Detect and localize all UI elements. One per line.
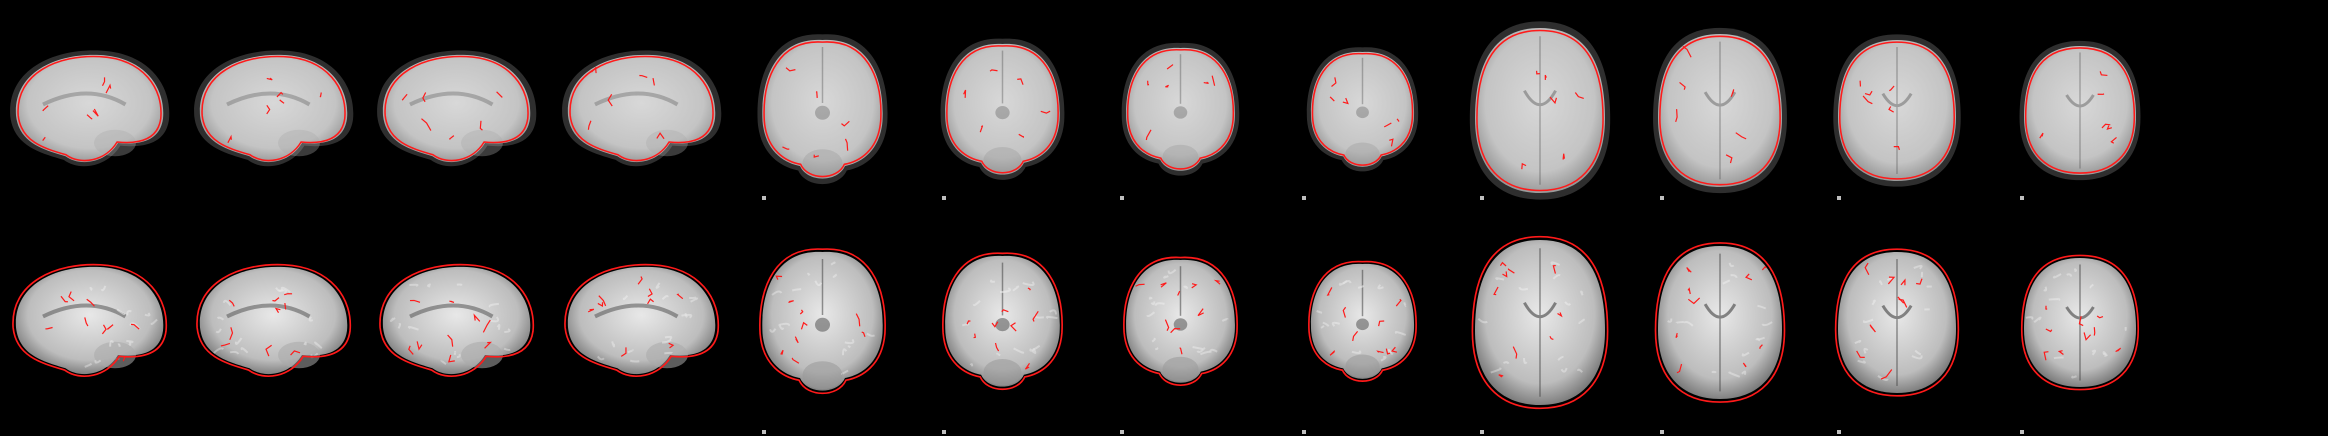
red-contour-overlay — [1654, 241, 1786, 403]
red-contour-overlay — [1307, 260, 1417, 382]
red-contour-overlay — [1471, 235, 1609, 409]
red-contour-overlay — [1834, 247, 1960, 397]
slice-marker — [1480, 430, 1484, 434]
brain-tissue — [1310, 51, 1414, 167]
functional-epi-row-sagittal-slice-3 — [377, 50, 537, 167]
slice-marker — [1120, 196, 1124, 200]
slice-marker — [762, 196, 766, 200]
functional-epi-row-coronal-slice-5 — [756, 34, 888, 185]
brain-tissue — [199, 266, 348, 375]
slice-marker — [1302, 196, 1306, 200]
red-contour-overlay — [945, 45, 1059, 174]
template-anatomy-row-coronal-slice-8 — [1307, 260, 1417, 382]
red-contour-overlay — [758, 248, 886, 395]
template-anatomy-row-sagittal-slice-2 — [196, 263, 352, 377]
red-contour-overlay — [379, 263, 535, 377]
red-contour-overlay — [2020, 254, 2140, 390]
brain-tissue — [2024, 45, 2136, 175]
functional-epi-row-coronal-slice-8 — [1306, 47, 1418, 172]
red-contour-overlay — [1838, 40, 1956, 180]
red-contour-overlay — [1126, 49, 1234, 170]
red-contour-overlay — [201, 55, 346, 162]
template-anatomy-row-coronal-slice-6 — [941, 252, 1063, 390]
brain-tissue — [761, 39, 883, 179]
slice-marker — [1302, 430, 1306, 434]
slice-marker — [2020, 196, 2024, 200]
brain-tissue — [1125, 47, 1235, 171]
red-contour-overlay — [564, 263, 720, 377]
red-contour-overlay — [1659, 35, 1781, 185]
red-contour-overlay — [1476, 29, 1604, 191]
slice-marker — [1660, 196, 1664, 200]
functional-epi-row-coronal-slice-7 — [1121, 42, 1239, 176]
red-contour-overlay — [17, 55, 162, 162]
brain-tissue — [382, 266, 531, 375]
functional-epi-row-coronal-slice-6 — [940, 38, 1064, 180]
slice-marker — [1837, 430, 1841, 434]
red-contour-overlay — [569, 55, 714, 162]
brain-tissue — [1658, 33, 1782, 187]
red-contour-overlay — [1122, 256, 1238, 387]
slice-marker — [942, 430, 946, 434]
brain-tissue — [944, 43, 1060, 175]
red-contour-overlay — [1311, 52, 1413, 166]
brain-tissue — [15, 54, 164, 163]
template-anatomy-row-coronal-slice-5 — [758, 248, 886, 395]
brain-tissue — [382, 54, 531, 163]
brain-tissue — [1475, 27, 1605, 193]
template-anatomy-row-axial-slice-9 — [1471, 235, 1609, 409]
slice-marker — [762, 430, 766, 434]
functional-epi-row-sagittal-slice-1 — [10, 50, 170, 167]
brain-tissue — [1838, 39, 1956, 181]
slice-marker — [2020, 430, 2024, 434]
template-anatomy-row-sagittal-slice-4 — [564, 263, 720, 377]
template-anatomy-row-axial-slice-12 — [2020, 254, 2140, 390]
red-contour-overlay — [762, 41, 882, 178]
red-contour-overlay — [941, 252, 1063, 390]
slice-marker — [942, 196, 946, 200]
template-anatomy-row-axial-slice-10 — [1654, 241, 1786, 403]
functional-epi-row-axial-slice-12 — [2019, 40, 2141, 180]
slice-marker — [1120, 430, 1124, 434]
functional-epi-row-axial-slice-11 — [1833, 33, 1961, 187]
functional-epi-row-sagittal-slice-4 — [562, 50, 722, 167]
slice-marker — [1480, 196, 1484, 200]
template-anatomy-row-sagittal-slice-1 — [12, 263, 168, 377]
brain-tissue — [15, 266, 164, 375]
red-contour-overlay — [2024, 46, 2136, 174]
slice-marker — [1837, 196, 1841, 200]
functional-epi-row-axial-slice-9 — [1469, 20, 1611, 200]
red-contour-overlay — [384, 55, 529, 162]
template-anatomy-row-sagittal-slice-3 — [379, 263, 535, 377]
red-contour-overlay — [196, 263, 352, 377]
functional-epi-row-axial-slice-10 — [1653, 27, 1787, 193]
brain-tissue — [199, 54, 348, 163]
brain-tissue — [567, 54, 716, 163]
template-anatomy-row-axial-slice-11 — [1834, 247, 1960, 397]
red-contour-overlay — [12, 263, 168, 377]
template-anatomy-row-coronal-slice-7 — [1122, 256, 1238, 387]
brain-tissue — [567, 266, 716, 375]
slice-marker — [1660, 430, 1664, 434]
functional-epi-row-sagittal-slice-2 — [194, 50, 354, 167]
